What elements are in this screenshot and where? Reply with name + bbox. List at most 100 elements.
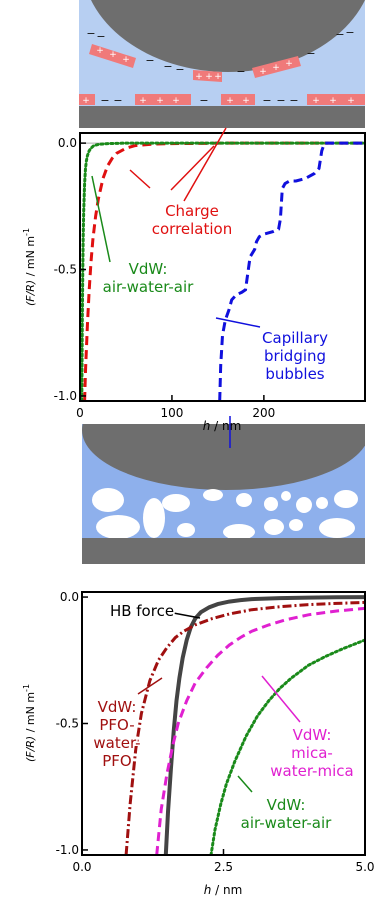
leader-line-charge <box>183 127 227 202</box>
bubble <box>223 524 255 540</box>
minus-sign: − <box>289 94 298 107</box>
plus-sign: + <box>96 46 104 56</box>
substrate-patch <box>221 94 255 105</box>
tip-sphere <box>82 424 365 490</box>
substrate <box>82 538 365 564</box>
tip-patch-right <box>252 56 301 78</box>
series-line-hb <box>163 595 365 855</box>
x-tick-label: 200 <box>252 406 275 420</box>
bubble <box>319 518 355 538</box>
bubble <box>264 519 284 535</box>
chart-force-short-range: 0.0 2.5 5.0 0.0 -0.5 -1.0 HB force VdW: PFO-wat… <box>22 590 375 897</box>
bubble <box>281 491 291 501</box>
minus-sign: − <box>113 94 122 107</box>
plus-sign: + <box>347 96 355 106</box>
substrate-charge-patches <box>79 94 365 105</box>
minus-sign: − <box>100 94 109 107</box>
plus-sign: + <box>272 63 280 73</box>
plus-sign: + <box>172 96 180 106</box>
minus-sign: − <box>86 27 95 40</box>
leader-line-charge <box>170 145 215 191</box>
bubble <box>264 497 278 511</box>
chart-force-long-range: 0 100 200 0.0 -0.5 -1.0 Charge correlation VdW:… <box>22 127 366 448</box>
leader-line-bubbles <box>215 317 261 328</box>
plus-sign: + <box>329 96 337 106</box>
bubble <box>236 493 252 507</box>
substrate-patch <box>79 94 95 105</box>
x-tick-label: 0.0 <box>72 860 91 874</box>
annotation-hb: HB force <box>110 602 174 620</box>
bubble <box>289 519 303 531</box>
series-line-vdw_mica <box>155 606 365 855</box>
bubbles <box>92 488 358 540</box>
x-tick-label: 0 <box>76 406 84 420</box>
x-tick-label: 2.5 <box>214 860 233 874</box>
annotation-charge: Charge correlation <box>152 202 233 238</box>
plus-sign: + <box>226 96 234 106</box>
series-line-vdw_pfo <box>124 600 365 855</box>
minus-sign: − <box>345 26 354 39</box>
tip-plus-signs: + + + + + + + + + <box>96 46 293 82</box>
plus-sign: + <box>195 72 203 82</box>
y-tick-label: -1.0 <box>54 389 77 403</box>
plus-sign: + <box>109 50 117 60</box>
x-axis-label: h / nm <box>203 419 242 433</box>
annotation-vdw_awa: VdW: air-water-air <box>241 796 333 832</box>
substrate <box>79 106 365 128</box>
x-tick-label: 100 <box>160 406 183 420</box>
schematic-capillary-bubbles <box>82 424 365 564</box>
annotation-bubbles: Capillary bridging bubbles <box>262 329 328 383</box>
minus-sign: − <box>276 94 285 107</box>
tip-minus-signs: − − − − − − − − − <box>86 26 354 78</box>
bubble <box>162 494 190 512</box>
series-line-bubbles <box>218 141 365 401</box>
plus-sign: + <box>122 55 130 65</box>
minus-sign: − <box>236 65 245 78</box>
plus-sign: + <box>205 72 213 82</box>
y-axis-label: (F/R) / mN m-1 <box>22 684 37 762</box>
tip-patch-center <box>193 70 222 82</box>
bubble <box>316 497 328 509</box>
annotation-vdw: VdW: air-water-air <box>103 260 195 296</box>
tip-patch-left <box>89 44 136 68</box>
leader-line-charge <box>129 169 151 189</box>
substrate-plus-signs: + + + + + + + + + <box>82 96 355 106</box>
annotation-vdw_pfo: VdW: PFO-water-PFO <box>93 698 140 770</box>
tip-sphere <box>91 0 365 72</box>
y-tick-label: -0.5 <box>54 263 77 277</box>
plus-sign: + <box>312 96 320 106</box>
y-tick-label: -1.0 <box>56 843 79 857</box>
plus-sign: + <box>214 72 222 82</box>
minus-sign: − <box>175 63 184 76</box>
minus-sign: − <box>145 54 154 67</box>
bubble <box>177 523 195 537</box>
leader-line-vdw <box>91 175 111 263</box>
plus-sign: + <box>259 67 267 77</box>
tip-charge-patches <box>89 44 301 82</box>
bubble <box>334 490 358 508</box>
bubble <box>143 498 165 538</box>
annotation-vdw_mica: VdW: mica-water-mica <box>270 726 353 780</box>
bubble <box>92 488 124 512</box>
minus-sign: − <box>262 94 271 107</box>
y-tick-label: 0.0 <box>60 590 79 604</box>
bubble <box>96 515 140 539</box>
series-line-vdw_awa <box>209 638 365 855</box>
schematic-charge-correlation: + + + + + + + + + − − − − − − − − − <box>79 0 365 128</box>
bubble <box>296 497 312 513</box>
x-axis-label: h / nm <box>204 883 243 897</box>
minus-sign: − <box>163 60 172 73</box>
series-line-vdw <box>80 141 365 401</box>
y-tick-label: -0.5 <box>56 717 79 731</box>
minus-sign: − <box>199 94 208 107</box>
plus-sign: + <box>82 96 90 106</box>
substrate-patch <box>307 94 365 105</box>
plus-sign: + <box>156 96 164 106</box>
leader-line-hb <box>167 611 201 619</box>
substrate-minus-signs: − − − − − − <box>100 94 298 107</box>
minus-sign: − <box>306 47 315 60</box>
plus-sign: + <box>242 96 250 106</box>
y-axis-label: (F/R) / mN m-1 <box>22 228 37 306</box>
minus-sign: − <box>335 28 344 41</box>
